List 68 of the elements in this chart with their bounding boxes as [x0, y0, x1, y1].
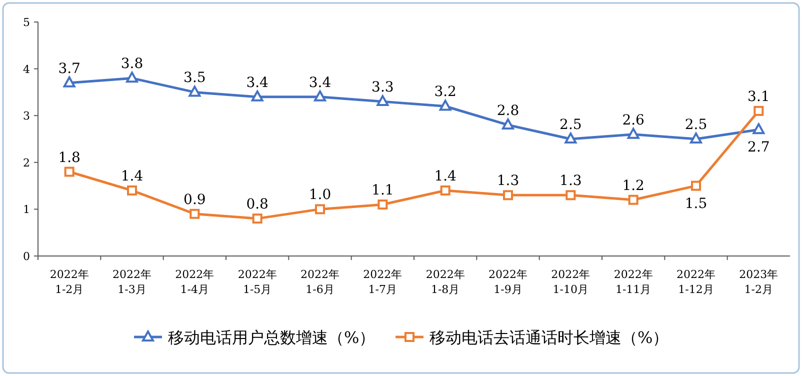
- data-label: 2.7: [748, 140, 770, 156]
- y-tick-label: 5: [23, 16, 30, 29]
- data-label: 1.3: [560, 173, 582, 190]
- point: [126, 72, 138, 83]
- data-label: 1.2: [622, 178, 644, 194]
- data-label: 1.8: [58, 150, 80, 166]
- data-label: 3.8: [120, 56, 144, 72]
- point: [376, 95, 389, 106]
- point: [64, 166, 74, 177]
- point: [564, 132, 577, 144]
- data-label: 2.5: [560, 117, 582, 133]
- x-tick-label: 2023年 1-2月: [739, 268, 778, 296]
- data-label: 3.4: [308, 74, 332, 91]
- data-label: 3.7: [58, 60, 80, 77]
- point: [378, 200, 388, 210]
- y-tick-label: 2: [23, 156, 30, 170]
- data-label: 1.4: [434, 168, 457, 184]
- x-tick-label: 2022年 1-7月: [363, 268, 402, 296]
- point: [63, 76, 76, 88]
- x-tick-label: 2022年 1-6月: [300, 268, 340, 296]
- x-tick-label: 2022年 1-8月: [426, 268, 465, 296]
- point: [754, 106, 764, 116]
- legend-label: 移动电话去话通话时长增速（%）: [430, 328, 669, 347]
- data-label: 1.0: [308, 187, 332, 204]
- x-tick-label: 2022年 1-2月: [50, 268, 89, 296]
- x-tick-label: 2022年 1-9月: [488, 268, 528, 296]
- point: [752, 123, 765, 134]
- x-tick-label: 2022年 1-5月: [238, 268, 277, 296]
- y-tick-label: 3: [23, 110, 30, 123]
- y-tick-label: 1: [23, 203, 30, 216]
- point: [566, 190, 576, 200]
- x-tick-label: 2022年 1-10月: [551, 268, 590, 296]
- point: [314, 90, 326, 102]
- data-label: 3.1: [748, 88, 770, 105]
- legend-label: 移动电话用户总数增速（%）: [168, 328, 376, 347]
- data-label: 2.6: [622, 112, 645, 128]
- x-tick-label: 2022年 1-12月: [676, 268, 716, 296]
- point: [251, 90, 264, 102]
- data-label: 1.5: [684, 196, 708, 212]
- point: [190, 208, 200, 219]
- point: [627, 128, 640, 139]
- point: [690, 132, 702, 144]
- point: [252, 214, 262, 224]
- point: [440, 185, 450, 196]
- data-label: 1.3: [496, 173, 520, 190]
- point: [315, 204, 325, 214]
- data-label: 1.1: [372, 182, 394, 199]
- data-label: 3.2: [434, 84, 456, 100]
- y-tick-label: 0: [23, 250, 30, 263]
- point: [502, 118, 514, 130]
- data-label: 3.5: [184, 70, 206, 86]
- data-label: 2.5: [684, 117, 708, 133]
- point: [188, 86, 201, 97]
- y-tick-label: 4: [23, 62, 30, 76]
- point: [439, 100, 452, 111]
- point: [127, 185, 137, 196]
- data-label: 0.9: [184, 192, 206, 208]
- x-tick-label: 2022年 1-3月: [112, 268, 152, 296]
- data-label: 3.3: [372, 80, 394, 96]
- point: [628, 194, 638, 205]
- data-label: 0.8: [246, 196, 268, 213]
- x-tick-label: 2022年 1-11月: [614, 268, 653, 296]
- data-label: 2.8: [496, 102, 520, 119]
- point: [691, 180, 701, 191]
- data-label: 3.4: [246, 74, 269, 91]
- point: [503, 190, 513, 200]
- data-label: 1.4: [120, 168, 144, 184]
- x-tick-label: 2022年 1-4月: [175, 268, 214, 296]
